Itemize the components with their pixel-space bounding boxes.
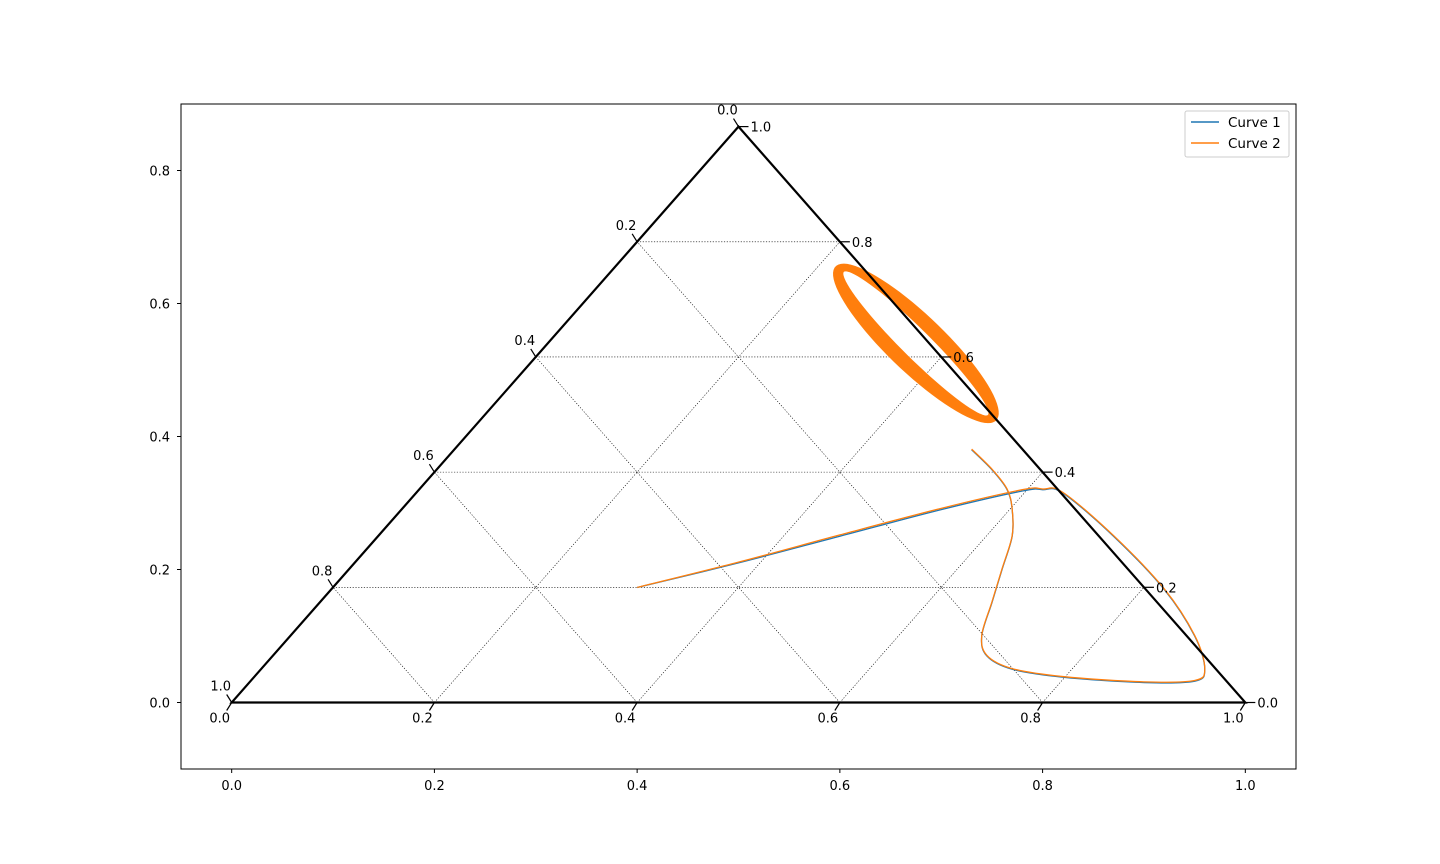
grid-line-left-parallel: [636, 356, 942, 703]
ternary-right-tick-label: 0.8: [852, 236, 873, 251]
ternary-left-tick: [631, 233, 638, 243]
grid-line-right-parallel: [535, 356, 841, 703]
grid-line-left-parallel: [1042, 587, 1145, 703]
ternary-left-tick: [226, 694, 233, 703]
grid-line-right-parallel: [332, 587, 435, 703]
y-axis-tick-label: 0.8: [149, 165, 170, 180]
ternary-bottom-tick: [834, 702, 841, 711]
ternary-left-tick: [327, 579, 334, 588]
tick-layer: 0.0 0.2 0.4 0.6 0.8 1.0 0.0 0.2 0.4 0.6 0.8 0.0 0.2 0…: [149, 104, 1278, 794]
ternary-right-tick-label: 0.4: [1055, 466, 1076, 481]
x-axis-tick-label: 0.2: [424, 779, 445, 794]
ternary-left-tick-label: 1.0: [210, 680, 231, 695]
ternary-right-tick-label: 0.0: [1257, 697, 1278, 712]
grid-line-right-parallel: [434, 471, 638, 703]
legend-curve-2-label: Curve 2: [1228, 136, 1281, 152]
ternary-grid: [332, 241, 1145, 703]
ternary-bottom-tick-label: 0.4: [615, 712, 636, 727]
x-axis-tick-label: 1.0: [1235, 779, 1256, 794]
ternary-left-tick-label: 0.0: [717, 104, 738, 119]
triangle-outline: [229, 124, 1248, 704]
ternary-bottom-tick-label: 0.2: [412, 712, 433, 727]
ternary-bottom-tick: [631, 702, 638, 711]
ternary-left-tick: [428, 463, 435, 473]
ternary-bottom-tick: [1037, 702, 1044, 711]
y-axis-tick-label: 0.6: [149, 298, 170, 313]
ternary-left-tick-label: 0.4: [514, 334, 535, 349]
ternary-left-tick: [732, 118, 740, 127]
y-axis-tick-label: 0.4: [149, 431, 170, 446]
ternary-bottom-tick-label: 0.0: [209, 712, 230, 727]
y-axis-tick-label: 0.0: [149, 697, 170, 712]
ternary-bottom-tick-label: 0.8: [1020, 712, 1041, 727]
legend: Curve 1 Curve 2: [1184, 110, 1290, 158]
ternary-bottom-tick: [226, 702, 233, 711]
curve-layer: [636, 263, 1206, 684]
series-2-line: [636, 448, 1206, 683]
ternary-bottom-tick: [428, 702, 435, 711]
limit-cycle-ring: [833, 263, 999, 424]
grid-line-left-parallel: [839, 471, 1043, 703]
x-axis-tick-label: 0.0: [221, 779, 242, 794]
ternary-right-tick-label: 0.2: [1156, 581, 1177, 596]
x-axis-tick-label: 0.8: [1032, 779, 1053, 794]
x-axis-tick-label: 0.6: [830, 779, 851, 794]
ternary-left-tick-label: 0.8: [312, 564, 333, 579]
legend-curve-1-label: Curve 1: [1228, 115, 1281, 131]
ternary-left-tick-label: 0.6: [413, 449, 434, 464]
ternary-bottom-tick-label: 1.0: [1223, 712, 1244, 727]
y-axis-tick-label: 0.2: [149, 564, 170, 579]
x-axis-tick-label: 0.4: [627, 779, 648, 794]
ternary-left-tick: [530, 348, 537, 358]
ternary-right-tick-label: 1.0: [751, 121, 772, 136]
ternary-right-tick-label: 0.6: [953, 351, 974, 366]
axes-frame: [180, 103, 1297, 770]
ternary-left-tick-label: 0.2: [616, 219, 637, 234]
ternary-bottom-tick-label: 0.6: [818, 712, 839, 727]
ternary-bottom-tick: [1239, 702, 1246, 711]
ternary-triangle: [229, 124, 1248, 704]
